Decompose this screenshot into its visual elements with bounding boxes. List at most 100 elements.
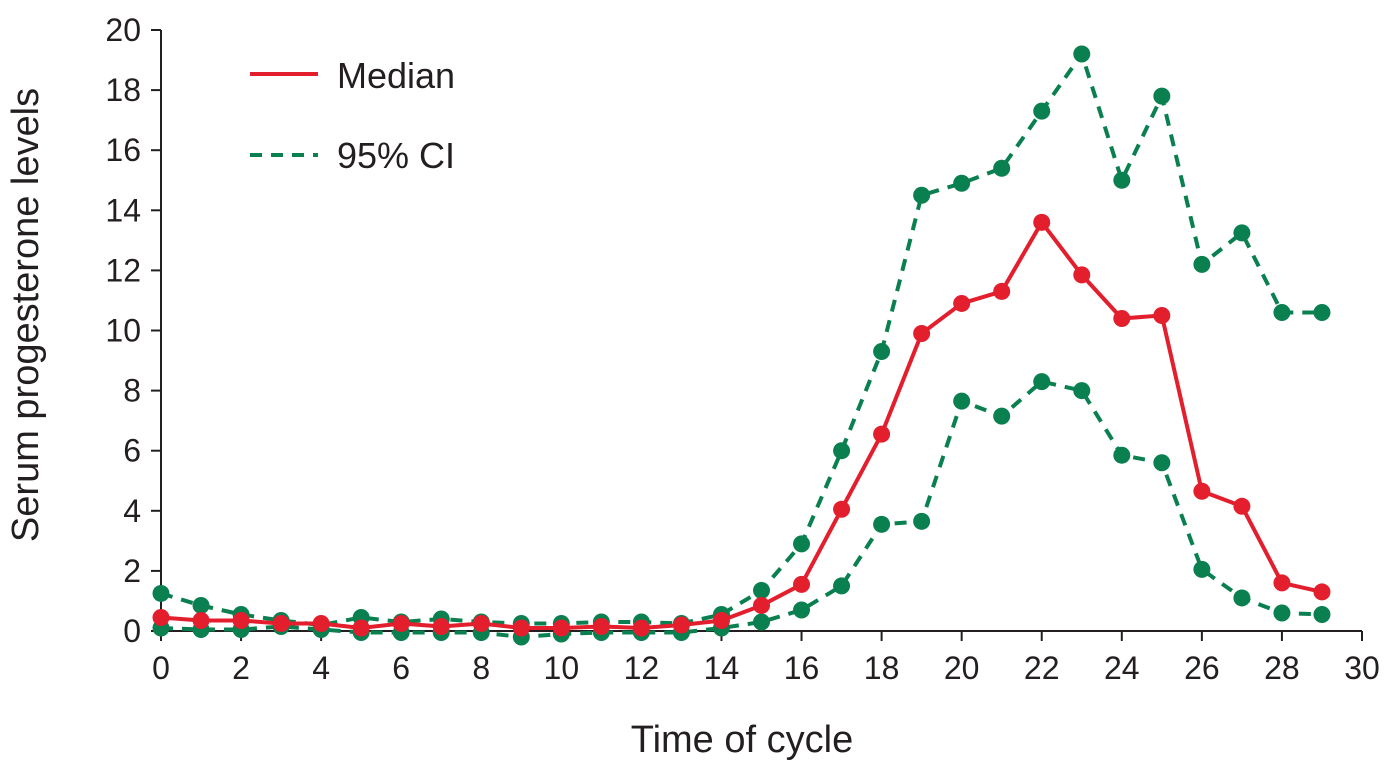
ci-upper-series-point xyxy=(1273,303,1291,321)
x-tick-label: 0 xyxy=(152,650,170,686)
median-series-point xyxy=(512,619,530,637)
median-series-point xyxy=(1113,309,1131,327)
x-tick-label: 18 xyxy=(864,650,900,686)
ci-lower-series-point xyxy=(993,407,1011,425)
x-tick-label: 14 xyxy=(704,650,740,686)
median-series-point xyxy=(152,608,170,626)
y-tick-label: 12 xyxy=(105,252,141,288)
median-series xyxy=(152,213,1331,637)
ci-upper-series xyxy=(152,45,1331,634)
median-series-point xyxy=(953,294,971,312)
ci-lower-series-point xyxy=(1313,605,1331,623)
ci-upper-series-point xyxy=(1153,87,1171,105)
ci-upper-series-point xyxy=(993,159,1011,177)
axes xyxy=(160,30,1362,632)
median-series-point xyxy=(753,596,770,614)
ci-lower-series-point xyxy=(1153,454,1171,472)
ci-upper-series-point xyxy=(152,584,170,602)
ci-upper-series-point xyxy=(192,596,210,614)
ci-upper-series-point xyxy=(753,581,770,599)
median-series-line xyxy=(160,220,1323,630)
x-tick-label: 22 xyxy=(1024,650,1060,686)
y-tick-label: 8 xyxy=(123,373,141,409)
y-tick-label: 20 xyxy=(105,12,141,48)
x-tick-label: 8 xyxy=(472,650,490,686)
median-series-point xyxy=(312,614,330,632)
ci-upper-series-point xyxy=(1193,255,1211,273)
median-series-point xyxy=(272,614,290,632)
ci-lower-series-point xyxy=(1113,446,1131,464)
x-axis-title: Time of cycle xyxy=(631,719,853,761)
median-series-point xyxy=(873,425,891,443)
median-series-point xyxy=(1073,266,1091,284)
ci-upper-series-point xyxy=(793,535,811,553)
ci-lower-series-point xyxy=(1273,604,1291,622)
median-series-point xyxy=(1233,497,1251,515)
median-series-point xyxy=(833,500,851,518)
median-series-point xyxy=(712,611,730,629)
median-series-point xyxy=(432,617,450,635)
ci-upper-series-point xyxy=(1313,303,1331,321)
y-tick-label: 18 xyxy=(105,72,141,108)
x-tick-label: 28 xyxy=(1264,650,1300,686)
median-series-point xyxy=(552,619,570,637)
ci-upper-series-point xyxy=(1113,171,1131,189)
x-tick-label: 16 xyxy=(784,650,820,686)
ci-lower-series-point xyxy=(873,515,891,533)
ci-upper-series-line xyxy=(160,52,1322,627)
y-tick-label: 16 xyxy=(105,132,141,168)
series xyxy=(152,45,1331,646)
ci-lower-series-line xyxy=(160,379,1323,640)
ci-upper-series-point xyxy=(913,186,931,204)
x-tick-label: 10 xyxy=(544,650,580,686)
ci-lower-series-point xyxy=(753,613,770,631)
ci-lower-series-point xyxy=(793,601,811,619)
median-series-point xyxy=(192,611,210,629)
median-series-point xyxy=(352,619,370,637)
median-series-point xyxy=(632,619,650,637)
ci-lower-series-point xyxy=(1073,382,1091,400)
legend: Median 95% CI xyxy=(250,55,455,176)
y-tick-label: 6 xyxy=(123,433,141,469)
ticks: 0 2 4 6 8 10 12 14 16 18 20 22 24 26 28 300246810121416… xyxy=(105,12,1379,686)
median-series-point xyxy=(392,614,410,632)
median-series-point xyxy=(1193,482,1211,500)
x-tick-label: 26 xyxy=(1184,650,1220,686)
legend-median-label: Median xyxy=(337,55,455,96)
median-series-point xyxy=(993,282,1011,300)
y-tick-label: 4 xyxy=(123,493,141,529)
ci-upper-series-point xyxy=(1073,45,1091,63)
median-series-point xyxy=(232,611,250,629)
x-tick-label: 24 xyxy=(1104,650,1140,686)
y-tick-label: 2 xyxy=(123,553,141,589)
ci-upper-series-point xyxy=(873,343,891,361)
legend-ci-label: 95% CI xyxy=(337,135,455,176)
x-tick-label: 20 xyxy=(944,650,980,686)
ci-lower-series-point xyxy=(833,577,851,595)
ci-lower-series-point xyxy=(913,512,931,530)
median-series-point xyxy=(1273,574,1291,592)
x-tick-label: 4 xyxy=(312,650,330,686)
median-series-point xyxy=(793,575,811,593)
median-series-point xyxy=(1313,583,1331,601)
median-series-point xyxy=(1153,306,1171,324)
y-tick-label: 10 xyxy=(105,313,141,349)
median-series-point xyxy=(1033,213,1051,231)
y-tick-label: 0 xyxy=(123,613,141,649)
ci-lower-series-point xyxy=(1193,560,1211,578)
y-axis-title: Serum progesterone levels xyxy=(5,88,47,542)
ci-upper-series-point xyxy=(1233,224,1251,242)
ci-lower-series-point xyxy=(953,392,971,410)
x-tick-label: 30 xyxy=(1344,650,1380,686)
median-series-point xyxy=(592,617,610,635)
ci-lower-series-point xyxy=(1233,589,1251,607)
ci-upper-series-point xyxy=(1033,102,1051,120)
y-tick-label: 14 xyxy=(105,192,141,228)
ci-upper-series-point xyxy=(833,442,851,460)
x-tick-label: 2 xyxy=(232,650,250,686)
median-series-point xyxy=(672,616,690,634)
median-series-point xyxy=(913,325,931,343)
median-series-point xyxy=(472,614,490,632)
ci-upper-series-point xyxy=(953,174,971,192)
